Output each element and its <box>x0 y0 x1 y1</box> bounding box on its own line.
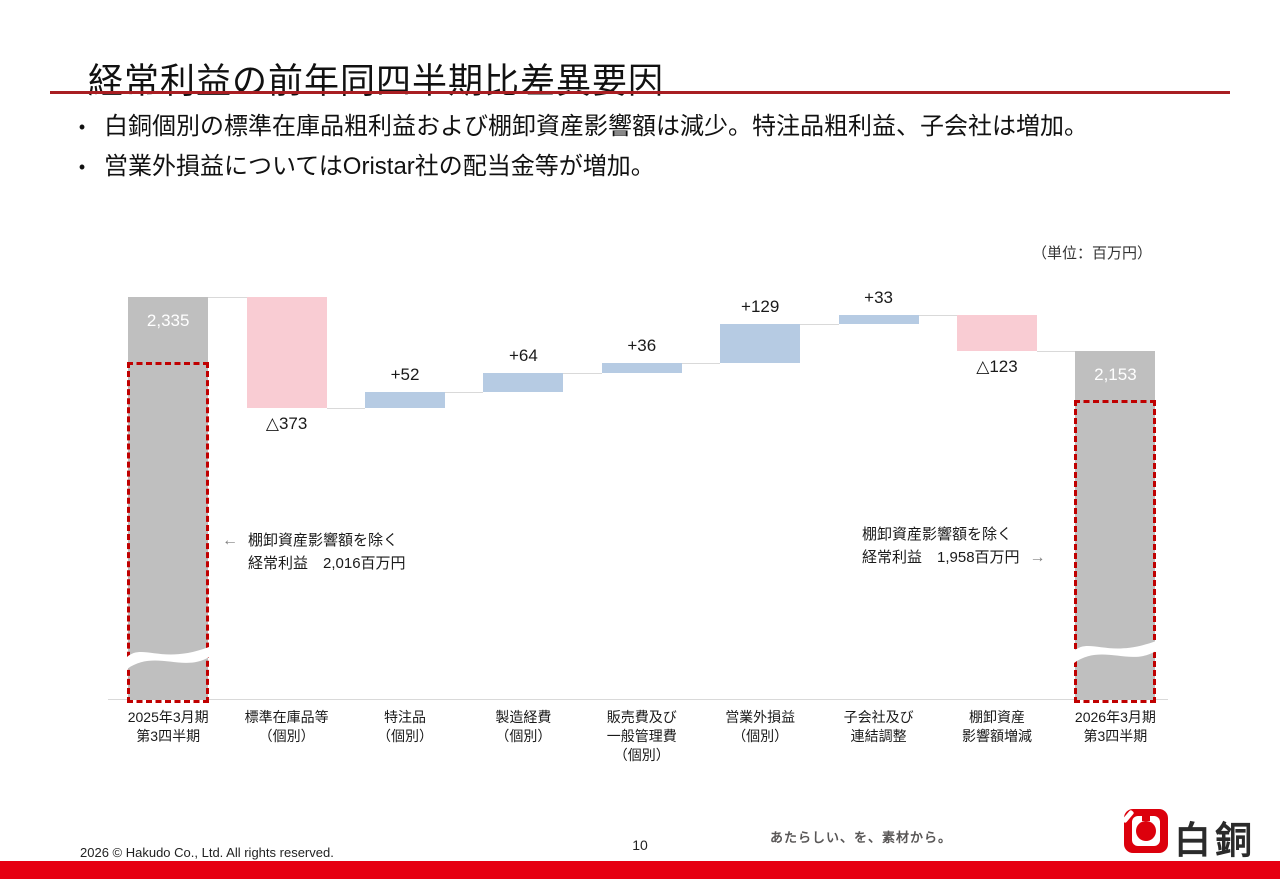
bar-value-label: +129 <box>741 297 780 317</box>
waterfall-bar-8 <box>1075 351 1156 700</box>
left-arrow-icon: ← <box>222 532 238 549</box>
bullet-item: • 営業外損益についてはOristar社の配当金等が増加。 <box>60 150 1226 184</box>
bar-value-label: 2,153 <box>1094 365 1137 385</box>
bullet-list: • 白銅個別の標準在庫品粗利益および棚卸資産影響額は減少。特注品粗利益、子会社は… <box>60 110 1226 190</box>
category-label: 2025年3月期 第3四半期 <box>127 709 209 744</box>
category-label: 標準在庫品等 （個別） <box>244 709 329 744</box>
axis-break-wave <box>127 641 210 671</box>
connector-line <box>681 362 721 364</box>
category-label: 販売費及び 一般管理費 （個別） <box>606 709 677 763</box>
annotation-line: 経常利益 1,958百万円 <box>862 549 1020 566</box>
unit-label: （単位：百万円） <box>1031 245 1152 262</box>
bar-value-label: 2,335 <box>146 311 190 330</box>
annotation-right-text: 棚卸資産影響額を除く 経常利益 1,958百万円 <box>862 523 1020 569</box>
axis-break-wave <box>1074 635 1157 665</box>
connector-line <box>1037 351 1076 353</box>
bar-value-label: +52 <box>390 365 420 385</box>
dashed-highlight-box <box>1074 400 1157 703</box>
logo-dot-shape <box>1136 821 1156 841</box>
waterfall-bar-6 <box>838 314 919 325</box>
dashed-highlight-box <box>127 362 210 703</box>
connector-line <box>445 392 484 394</box>
connector-line <box>563 373 602 375</box>
annotation-right: 棚卸資産影響額を除く 経常利益 1,958百万円 → <box>862 523 1046 569</box>
waterfall-bar-4 <box>601 362 682 374</box>
connector-line <box>918 314 957 316</box>
copyright-text: 2026 © Hakudo Co., Ltd. All rights reser… <box>80 845 334 860</box>
bar-value-label: △123 <box>976 357 1018 377</box>
bullet-marker-icon: • <box>78 117 86 137</box>
connector-line <box>208 297 247 298</box>
bar-value-label: +36 <box>627 335 657 355</box>
category-label: 特注品 （個別） <box>377 709 433 744</box>
annotation-line: 棚卸資産影響額を除く <box>862 526 1013 543</box>
annotation-line: 棚卸資産影響額を除く <box>248 532 399 549</box>
logo-tagline: あたらしい、を、素材から。 <box>769 830 952 845</box>
bar-value-label: +33 <box>864 287 894 307</box>
connector-line <box>326 407 365 409</box>
bullet-item: • 白銅個別の標準在庫品粗利益および棚卸資産影響額は減少。特注品粗利益、子会社は… <box>60 110 1226 144</box>
x-axis-line <box>108 699 1168 700</box>
category-label: 製造経費 （個別） <box>495 709 552 744</box>
annotation-left: ← 棚卸資産影響額を除く 経常利益 2,016百万円 <box>222 529 406 575</box>
category-label: 営業外損益 （個別） <box>725 709 796 744</box>
right-arrow-icon: → <box>1029 549 1046 566</box>
bar-value-label: +64 <box>508 346 538 366</box>
waterfall-bar-7 <box>957 314 1037 352</box>
hakudo-logo-icon <box>1121 809 1168 853</box>
category-label: 2026年3月期 第3四半期 <box>1074 709 1156 744</box>
title-underline <box>50 91 1230 94</box>
annotation-line: 経常利益 2,016百万円 <box>248 555 406 572</box>
waterfall-bar-2 <box>365 392 445 408</box>
bullet-marker-icon: • <box>78 157 86 177</box>
category-label: 棚卸資産 影響額増減 <box>962 709 1032 744</box>
waterfall-bar-0 <box>128 297 209 700</box>
bar-value-label: △373 <box>265 413 308 433</box>
logo-wordmark: 白銅 <box>1174 820 1256 861</box>
connector-line <box>800 324 839 326</box>
waterfall-bar-1 <box>246 297 327 408</box>
category-label: 子会社及び 連結調整 <box>843 709 914 744</box>
page-number: 10 <box>632 837 648 853</box>
bullet-text: 白銅個別の標準在庫品粗利益および棚卸資産影響額は減少。特注品粗利益、子会社は増加… <box>104 113 1088 140</box>
waterfall-bar-5 <box>720 324 801 363</box>
logo-tab-shape <box>1142 814 1150 821</box>
annotation-left-text: 棚卸資産影響額を除く 経常利益 2,016百万円 <box>248 529 406 575</box>
waterfall-bar-3 <box>483 373 564 393</box>
logo-inner-shape <box>1132 816 1160 846</box>
page-title: 経常利益の前年同四半期比差異要因 <box>88 62 665 102</box>
bullet-text: 営業外損益についてはOristar社の配当金等が増加。 <box>104 153 655 180</box>
bottom-red-bar <box>0 861 1280 879</box>
